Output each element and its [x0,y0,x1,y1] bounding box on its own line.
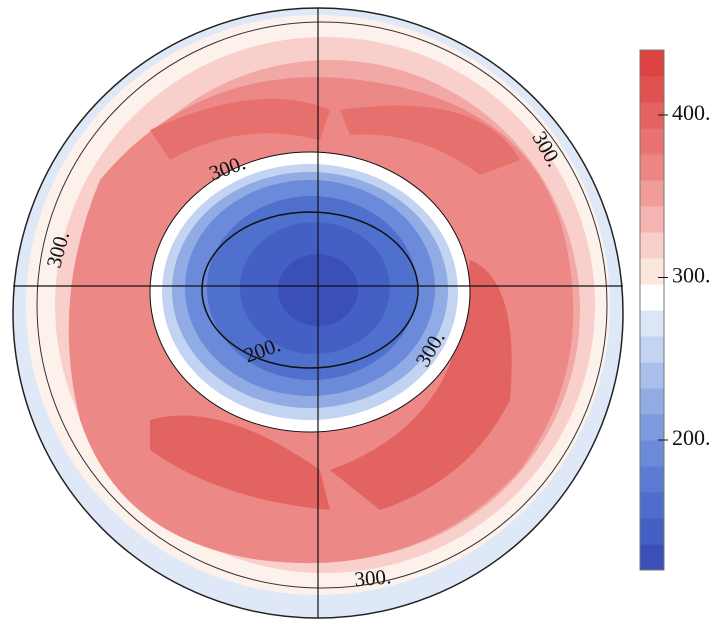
colorbar-band [640,518,664,545]
colorbar-band [640,440,664,467]
colorbar-band [640,310,664,337]
colorbar-band [640,336,664,363]
colorbar-tick-label: 300. [672,263,711,288]
colorbar-band [640,232,664,259]
map [0,0,725,621]
figure: 300. 300. 300. 200. 300. 300. 200.300.40… [0,0,725,621]
colorbar-tick-label: 200. [672,425,711,450]
page: {"map": {"contour_labels": ["300.", "300… [0,0,725,626]
colorbar-band [640,544,664,571]
colorbar-band [640,492,664,519]
colorbar-band [640,76,664,103]
colorbar-band [640,206,664,233]
colorbar-band [640,50,664,77]
colorbar-band [640,258,664,285]
contour-label: 300. [353,564,392,591]
colorbar-band [640,388,664,415]
colorbar-tick-label: 400. [672,100,711,125]
colorbar-band [640,466,664,493]
colorbar-band [640,180,664,207]
colorbar-band [640,284,664,311]
colorbar-band [640,128,664,155]
colorbar-band [640,154,664,181]
colorbar-band [640,414,664,441]
colorbar-band [640,362,664,389]
